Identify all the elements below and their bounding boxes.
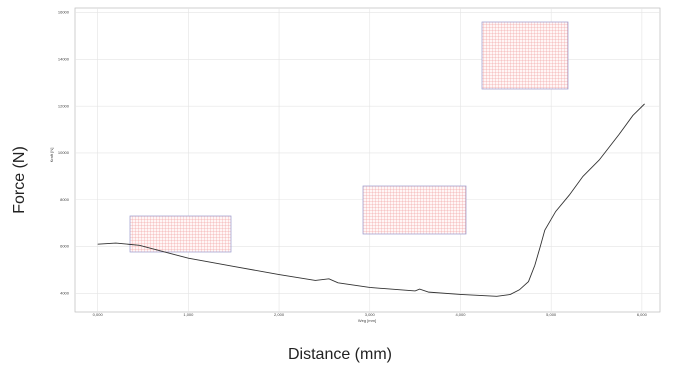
x-tick-label: 2,000 (274, 312, 285, 317)
region-box (129, 215, 232, 253)
y-tick-label: 10000 (58, 150, 70, 155)
x-tick-label: 3,000 (365, 312, 376, 317)
y-tick-label: 12000 (58, 103, 70, 108)
x-tick-label: 0,000 (93, 312, 104, 317)
y-tick-label: 14000 (58, 57, 70, 62)
inner-x-label: Weg [mm] (358, 318, 376, 323)
y-axis-label: Force (N) (11, 146, 28, 214)
x-tick-label: 4,000 (455, 312, 466, 317)
region-box (362, 185, 467, 235)
y-tick-label: 8000 (60, 197, 70, 202)
x-tick-label: 1,000 (183, 312, 194, 317)
inner-y-label: Kraft [N] (49, 148, 54, 163)
x-tick-label: 5,000 (546, 312, 557, 317)
y-tick-label: 16000 (58, 10, 70, 15)
x-tick-label: 6,000 (637, 312, 648, 317)
y-tick-label: 6000 (60, 244, 70, 249)
data-line (97, 103, 645, 297)
plot-area (74, 7, 661, 313)
region-box (481, 21, 569, 90)
y-tick-label: 4000 (60, 290, 70, 295)
x-axis-label: Distance (mm) (288, 346, 392, 363)
